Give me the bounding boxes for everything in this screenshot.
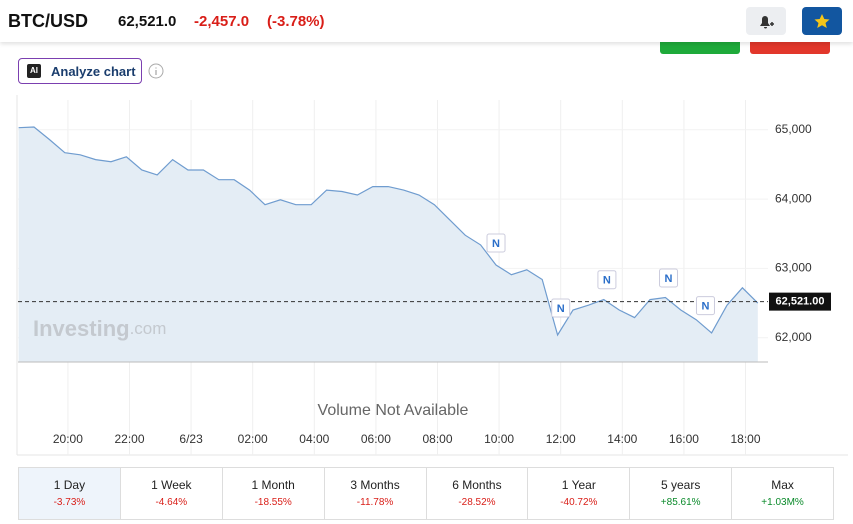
star-icon xyxy=(814,14,830,28)
news-marker-label: N xyxy=(701,301,709,313)
period-tab[interactable]: 1 Day -3.73% xyxy=(19,468,121,519)
period-change: -28.52% xyxy=(458,497,496,508)
period-change: +85.61% xyxy=(660,497,701,508)
info-icon xyxy=(148,63,164,79)
x-tick-label: 08:00 xyxy=(422,432,452,446)
last-price-box xyxy=(769,292,831,311)
y-tick-label: 65,000 xyxy=(775,122,812,136)
period-tab[interactable]: 3 Months -11.78% xyxy=(325,468,427,519)
volume-note: Volume Not Available xyxy=(318,402,469,419)
change: -2,457.0 xyxy=(194,13,250,30)
period-change: +1.03M% xyxy=(761,497,804,508)
symbol: BTC/USD xyxy=(8,11,88,31)
period-label: 1 Year xyxy=(561,478,596,492)
news-marker xyxy=(486,233,506,253)
price-line xyxy=(18,126,759,337)
news-marker xyxy=(659,268,679,288)
x-tick-label: 14:00 xyxy=(607,432,637,446)
y-tick-label: 62,000 xyxy=(775,330,812,344)
x-tick-label: 12:00 xyxy=(546,432,576,446)
alert-button[interactable] xyxy=(746,7,786,35)
period-change: -18.55% xyxy=(254,497,292,508)
chart: 20:00 22:00 6/23 02:00 04:00 06:00 08:00 10:00 1… xyxy=(16,95,848,456)
watermark: Investing.com xyxy=(33,316,166,341)
watermark-suffix: .com xyxy=(130,319,167,338)
y-tick-label: 63,000 xyxy=(775,261,812,275)
bell-icon xyxy=(760,16,774,29)
period-tab[interactable]: 1 Month -18.55% xyxy=(223,468,325,519)
period-label: 1 Day xyxy=(53,478,86,492)
period-change: -40.72% xyxy=(560,497,598,508)
x-tick-label: 6/23 xyxy=(179,432,203,446)
news-marker-label: N xyxy=(665,273,673,285)
x-tick-label: 02:00 xyxy=(238,432,268,446)
news-marker-label: N xyxy=(603,275,611,287)
period-change: -11.78% xyxy=(356,497,394,508)
x-tick-label: 20:00 xyxy=(53,432,83,446)
area xyxy=(18,127,758,362)
period-label: 5 years xyxy=(661,478,701,492)
period-label: Max xyxy=(771,478,794,492)
period-tab[interactable]: 1 Week -4.64% xyxy=(121,468,223,519)
analyze-chart-label: Analyze chart xyxy=(51,64,136,79)
news-marker-label: N xyxy=(492,238,500,250)
y-tick-label: 64,000 xyxy=(775,191,812,205)
period-change: -4.64% xyxy=(155,497,188,508)
watermark-brand: Investing xyxy=(33,316,130,341)
period-tab[interactable]: 6 Months -28.52% xyxy=(427,468,529,519)
change-percent: (-3.78%) xyxy=(267,13,325,30)
period-label: 6 Months xyxy=(452,478,502,492)
watchlist-button[interactable] xyxy=(802,7,842,35)
x-tick-label: 06:00 xyxy=(361,432,391,446)
x-tick-label: 16:00 xyxy=(669,432,699,446)
period-tab[interactable]: 1 Year -40.72% xyxy=(528,468,631,519)
period-tab[interactable]: 5 years +85.61% xyxy=(630,468,733,519)
period-label: 3 Months xyxy=(350,478,400,492)
x-tick-label: 04:00 xyxy=(299,432,329,446)
period-tab[interactable]: Max +1.03M% xyxy=(732,468,833,519)
period-change: -3.73% xyxy=(53,497,86,508)
x-tick-label: 22:00 xyxy=(114,432,144,446)
header: BTC/USD 62,521.0 -2,457.0 (-3.78%) xyxy=(0,0,853,42)
news-marker xyxy=(597,270,617,290)
analyze-chart-button[interactable]: AI Analyze chart xyxy=(18,58,142,84)
x-tick-label: 10:00 xyxy=(484,432,514,446)
price: 62,521.0 xyxy=(118,13,177,30)
news-marker xyxy=(695,296,715,316)
last-price-label: 62,521.00 xyxy=(776,296,825,308)
period-label: 1 Week xyxy=(151,478,192,492)
news-marker xyxy=(551,298,571,318)
period-label: 1 Month xyxy=(251,478,295,492)
ai-badge: AI xyxy=(27,64,41,78)
period-tabs: 1 Day -3.73% 1 Week -4.64% 1 Month -18.55% 3 M… xyxy=(18,467,834,520)
news-marker-label: N xyxy=(557,303,565,315)
x-tick-label: 18:00 xyxy=(730,432,760,446)
